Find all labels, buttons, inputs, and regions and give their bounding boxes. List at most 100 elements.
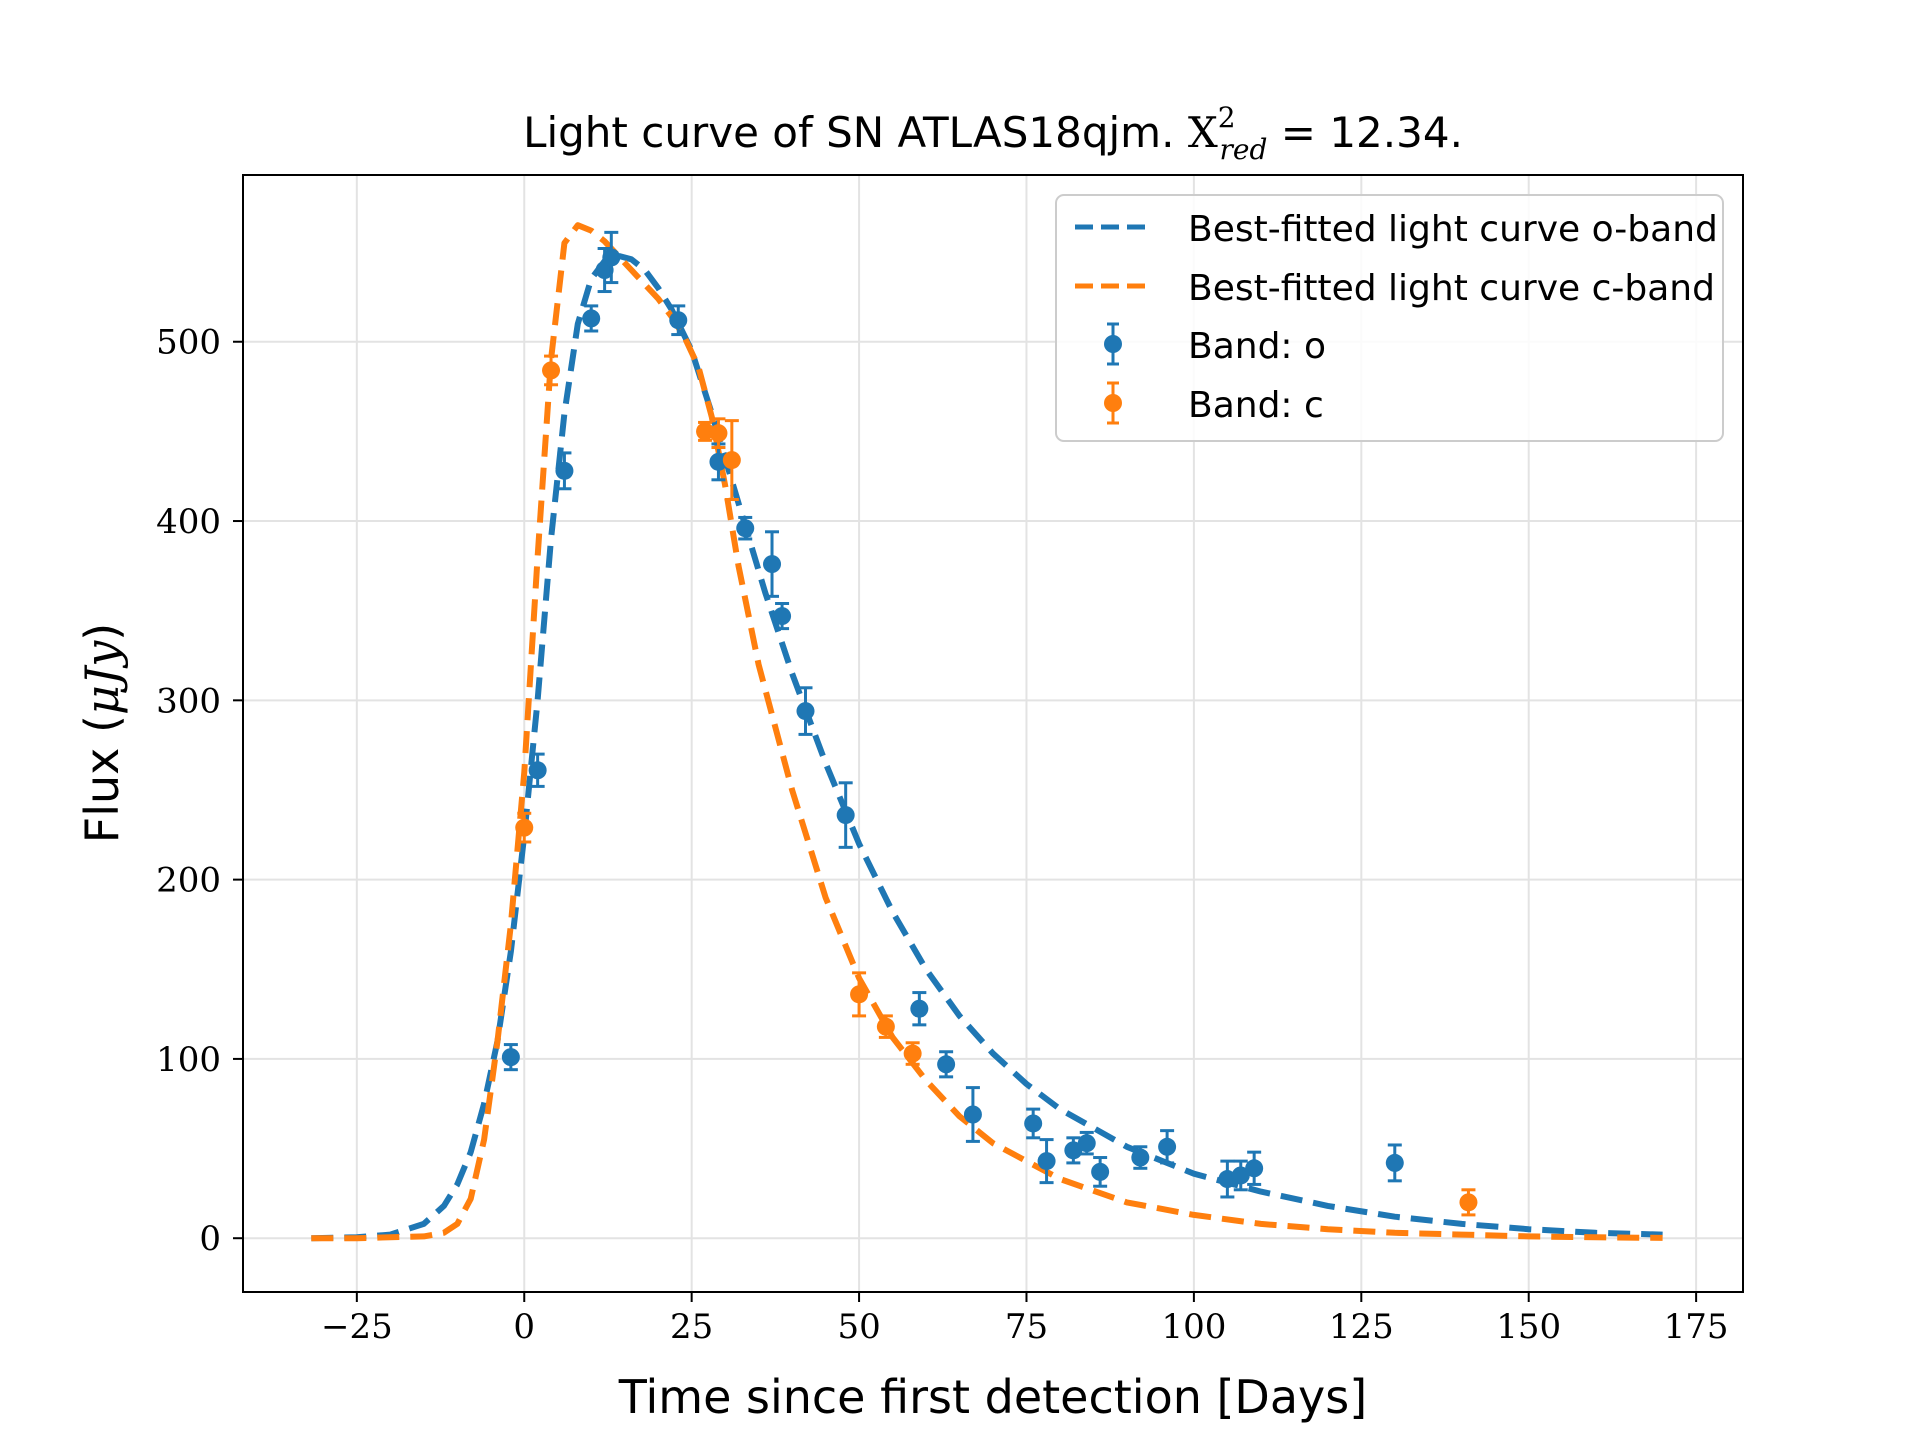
data-point-band-o: [763, 530, 782, 598]
point-layer: [501, 230, 1478, 1217]
marker: [773, 607, 792, 626]
data-point-band-o: [1077, 1130, 1096, 1156]
chart-title-rest: = 12.34.: [1267, 108, 1462, 157]
data-point-band-o: [937, 1050, 956, 1079]
data-point-band-o: [528, 752, 547, 788]
y-tick-label: 200: [156, 861, 221, 901]
data-point-band-c: [542, 354, 561, 387]
marker: [1459, 1193, 1478, 1212]
marker: [669, 311, 688, 330]
x-tick-label: 150: [1496, 1307, 1561, 1347]
data-point-band-c: [709, 417, 728, 450]
y-axis-label: Flux (μJy): [75, 623, 129, 843]
curve-layer: [311, 222, 1663, 1242]
chart-title: Light curve of SN ATLAS18qjm. X2 red = 12…: [523, 101, 1463, 166]
y-tick-label: 400: [156, 502, 221, 542]
legend-label-band-c: Band: c: [1188, 385, 1324, 426]
data-point-band-o: [910, 991, 929, 1027]
marker: [1231, 1166, 1250, 1185]
y-tick-label: 300: [156, 681, 221, 721]
x-axis-label: Time since first detection [Days]: [618, 1370, 1367, 1424]
data-point-band-o: [736, 515, 755, 541]
data-point-band-o: [1218, 1159, 1237, 1199]
data-point-band-o: [1231, 1159, 1250, 1192]
data-point-band-c: [722, 419, 741, 502]
marker: [722, 451, 741, 470]
marker: [515, 818, 534, 837]
data-point-band-o: [501, 1043, 520, 1072]
x-tick-label: 75: [1005, 1307, 1048, 1347]
marker: [1077, 1134, 1096, 1153]
x-tick-label: 100: [1161, 1307, 1226, 1347]
chart-title-prefix: Light curve of SN ATLAS18qjm.: [523, 108, 1188, 157]
marker: [796, 702, 815, 721]
marker: [1064, 1141, 1083, 1160]
data-point-band-o: [1385, 1143, 1404, 1183]
y-tick-label: 100: [156, 1040, 221, 1080]
marker: [602, 248, 621, 267]
data-point-band-o: [1131, 1145, 1150, 1170]
data-point-band-o: [582, 304, 601, 333]
y-tick-label: 500: [156, 323, 221, 363]
data-point-band-o: [1158, 1129, 1177, 1165]
legend-box: [1055, 194, 1724, 442]
chart-title-symbol: X: [1188, 108, 1218, 157]
legend-label-band-o: Band: o: [1188, 326, 1326, 367]
data-point-band-o: [1064, 1136, 1083, 1165]
x-tick-label: −25: [321, 1307, 393, 1347]
legend-label-c-band-fit: Best-fitted light curve c-band: [1188, 268, 1715, 309]
marker: [836, 806, 855, 825]
marker: [501, 1048, 520, 1067]
data-point-band-o: [963, 1086, 982, 1143]
marker: [1037, 1152, 1056, 1171]
marker: [709, 452, 728, 471]
marker: [937, 1055, 956, 1074]
marker: [1245, 1159, 1264, 1178]
data-point-band-c: [1459, 1188, 1478, 1217]
marker: [1131, 1148, 1150, 1167]
marker: [1024, 1114, 1043, 1133]
marker: [1385, 1153, 1404, 1172]
legend-swatch-band-c: [1104, 381, 1122, 425]
legend-label-o-band-fit: Best-fitted light curve o-band: [1188, 209, 1718, 250]
data-point-band-c: [696, 420, 715, 442]
legend-swatch-band-o: [1104, 322, 1122, 366]
data-point-band-o: [555, 451, 574, 491]
fit-curve-o-band: [311, 252, 1663, 1242]
marker: [542, 361, 561, 380]
plot-frame: [242, 174, 1744, 1293]
x-tick-label: 125: [1329, 1307, 1394, 1347]
data-point-band-o: [836, 781, 855, 849]
data-point-band-c: [515, 811, 534, 844]
marker: [963, 1105, 982, 1124]
x-tick-label: 25: [670, 1307, 713, 1347]
chart-title-sup: 2: [1218, 101, 1236, 134]
x-tick-label: 175: [1664, 1307, 1729, 1347]
marker: [903, 1044, 922, 1063]
y-axis-label-prefix: Flux (: [75, 715, 129, 843]
marker: [696, 422, 715, 441]
data-point-band-o: [1024, 1107, 1043, 1140]
y-axis-label-suffix: ): [75, 623, 129, 641]
marker: [555, 461, 574, 480]
fit-curve-c-band: [311, 222, 1663, 1242]
marker: [528, 761, 547, 780]
marker: [1091, 1162, 1110, 1181]
marker: [850, 985, 869, 1004]
x-tick-label: 50: [837, 1307, 880, 1347]
marker: [736, 519, 755, 538]
data-point-band-c: [903, 1041, 922, 1066]
y-axis-label-unit: μJy: [75, 640, 129, 715]
data-point-band-c: [876, 1014, 895, 1039]
marker: [582, 309, 601, 328]
y-tick-label: 0: [199, 1219, 221, 1259]
legend: Best-fitted light curve o-band Best-fitt…: [1055, 194, 1724, 442]
marker: [876, 1017, 895, 1036]
data-point-band-o: [1037, 1138, 1056, 1185]
x-tick-label: 0: [513, 1307, 535, 1347]
data-point-band-o: [1245, 1150, 1264, 1186]
marker: [763, 555, 782, 574]
data-point-band-o: [796, 686, 815, 736]
marker: [709, 424, 728, 443]
